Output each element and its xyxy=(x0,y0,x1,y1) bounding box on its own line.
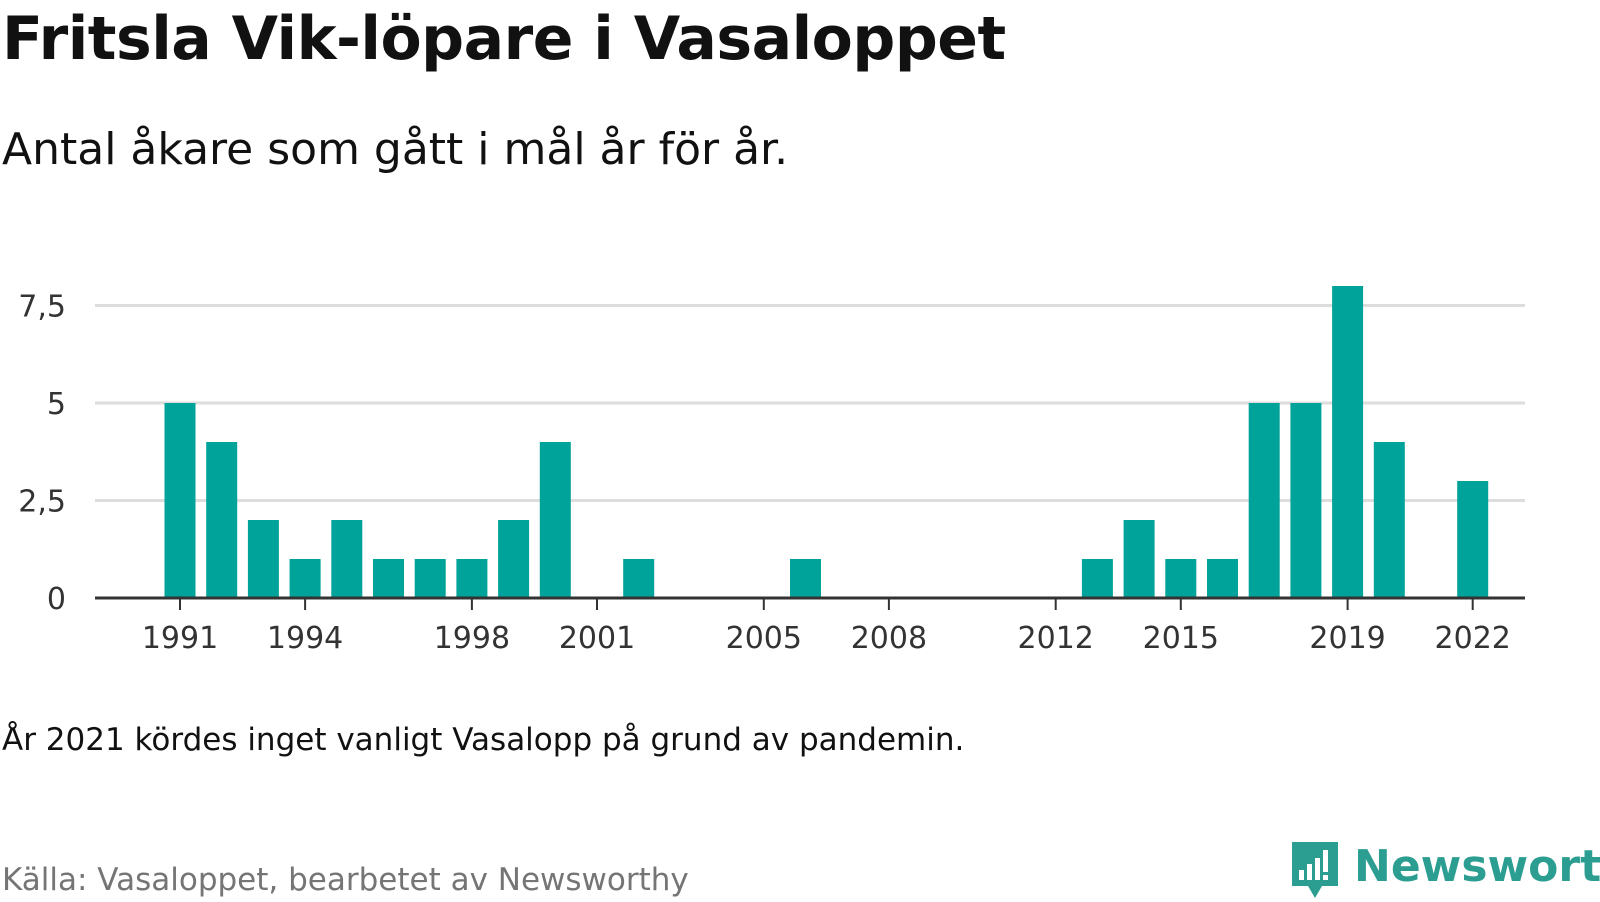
bar-2002 xyxy=(623,559,655,598)
bar-1996 xyxy=(373,559,404,598)
x-axis-labels: 1991 1994 1998 2001 2005 2008 2012 2015 2019 2022 xyxy=(142,621,1511,656)
bar-1991 xyxy=(164,403,196,598)
bar-2022 xyxy=(1457,481,1489,598)
y-axis-labels: 0 2,5 5 7,5 xyxy=(18,290,66,618)
bar-2019 xyxy=(1332,286,1364,598)
gridlines xyxy=(95,304,1525,502)
x-tick-label: 2012 xyxy=(1018,621,1094,656)
newsworthy-logo: Newsworthy xyxy=(1290,842,1600,902)
x-tick-label: 2008 xyxy=(851,621,927,656)
bar-2013 xyxy=(1081,559,1113,598)
bar-2000 xyxy=(539,442,571,598)
bar-1998 xyxy=(456,559,488,598)
bar-1997 xyxy=(414,559,446,598)
bar-2017 xyxy=(1248,403,1280,598)
y-tick-label: 5 xyxy=(47,387,66,422)
bar-2006 xyxy=(790,559,821,598)
x-tick-label: 2001 xyxy=(559,621,635,656)
source-credit: Källa: Vasaloppet, bearbetet av Newswort… xyxy=(2,862,689,898)
x-tick-label: 1994 xyxy=(267,621,343,656)
bar-chart: 0 2,5 5 7,5 1991 1994 1998 2001 2005 2008 2012 201… xyxy=(18,286,1525,656)
y-tick-label: 7,5 xyxy=(18,290,66,325)
bar-1995 xyxy=(331,520,363,598)
x-tick-label: 2005 xyxy=(726,621,802,656)
y-tick-label: 0 xyxy=(47,582,66,617)
x-tick-label: 2022 xyxy=(1435,621,1511,656)
x-tick-label: 2019 xyxy=(1309,621,1385,656)
bar-2018 xyxy=(1290,403,1322,598)
bar-1999 xyxy=(498,520,530,598)
x-tick-label: 1991 xyxy=(142,621,218,656)
bar-2016 xyxy=(1207,559,1238,598)
x-axis xyxy=(95,596,1525,610)
bar-2020 xyxy=(1373,442,1405,598)
bar-1993 xyxy=(247,520,279,598)
bar-1994 xyxy=(289,559,321,598)
y-tick-label: 2,5 xyxy=(18,485,66,520)
bars xyxy=(164,286,1489,598)
newsworthy-logo-icon xyxy=(1292,842,1338,898)
bar-2014 xyxy=(1123,520,1155,598)
bar-2015 xyxy=(1165,559,1197,598)
chart-title: Fritsla Vik-löpare i Vasaloppet xyxy=(2,4,1006,74)
newsworthy-logo-text: Newsworthy xyxy=(1354,841,1600,892)
x-tick-label: 1998 xyxy=(434,621,510,656)
footnote: År 2021 kördes inget vanligt Vasalopp på… xyxy=(2,722,965,758)
x-tick-label: 2015 xyxy=(1143,621,1219,656)
bar-1992 xyxy=(206,442,238,598)
chart-subtitle: Antal åkare som gått i mål år för år. xyxy=(2,124,789,175)
